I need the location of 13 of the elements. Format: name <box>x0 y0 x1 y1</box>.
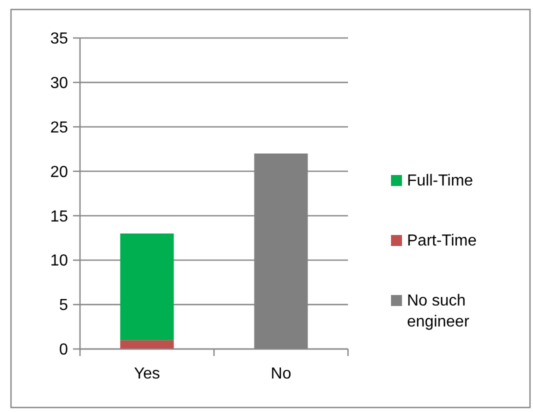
y-tick-label: 10 <box>50 252 68 270</box>
y-tick-label: 0 <box>59 342 68 359</box>
y-tick-label: 25 <box>50 119 68 136</box>
x-tick-label: Yes <box>134 365 160 382</box>
y-tick-label: 5 <box>59 297 68 314</box>
x-tick-label: No <box>270 365 292 382</box>
y-tick-label: 20 <box>50 164 68 181</box>
legend-label: Part-Time <box>407 232 477 250</box>
y-tick-label: 15 <box>50 208 68 226</box>
y-tick-label: 30 <box>50 75 68 92</box>
y-tick-label: 35 <box>50 30 68 48</box>
legend-label: Full-Time <box>407 172 474 190</box>
legend-label: No such engineer <box>407 292 470 330</box>
